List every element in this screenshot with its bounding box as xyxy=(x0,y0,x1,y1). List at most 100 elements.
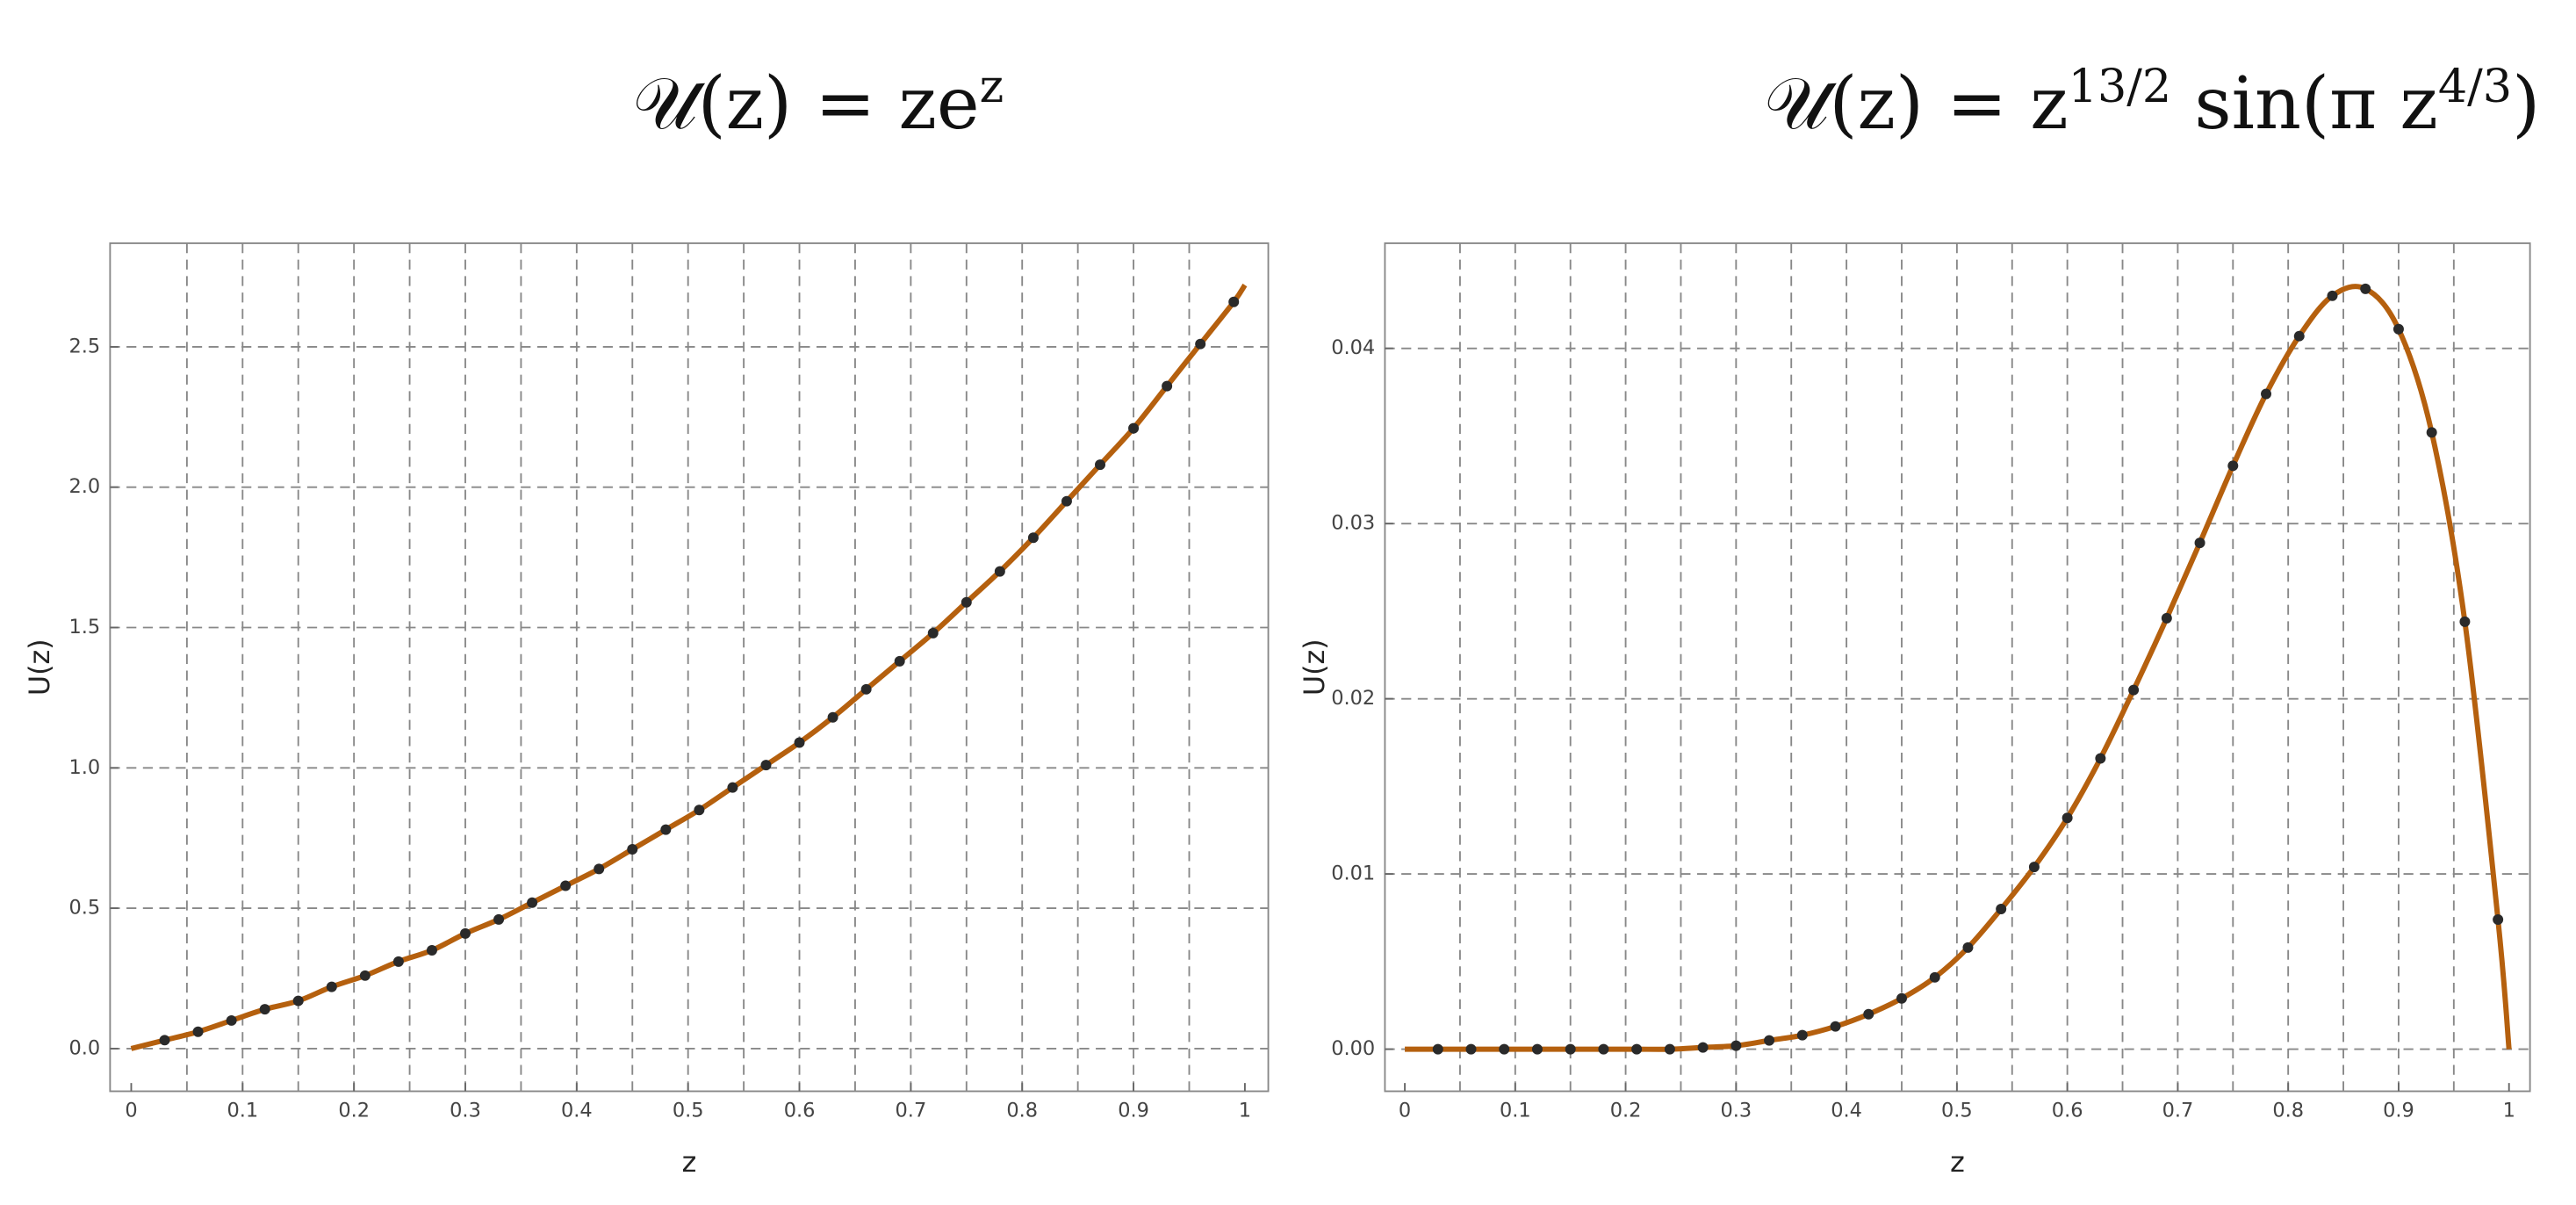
y-tick-label: 2.0 xyxy=(68,475,100,498)
data-point xyxy=(2128,684,2140,696)
data-point xyxy=(159,1035,170,1046)
data-point xyxy=(392,956,404,967)
x-tick-label: 0.1 xyxy=(227,1099,258,1122)
x-tick-label: 0.4 xyxy=(1831,1099,1862,1122)
data-point xyxy=(2459,616,2471,627)
data-point xyxy=(1531,1043,1543,1055)
data-point xyxy=(1027,532,1039,544)
data-point xyxy=(1697,1042,1709,1053)
data-point xyxy=(961,596,972,608)
data-point xyxy=(994,566,1005,577)
data-point xyxy=(527,897,538,908)
chart: 𝒰(z) = z13/2 sin(π z4/3) 0 0.1 0.2 0.3 0.4 0.5… xyxy=(1299,59,2540,1178)
data-point xyxy=(460,927,471,939)
title-text: 𝒰(z) = ze xyxy=(632,62,979,146)
title-superscript: 4/3 xyxy=(2438,59,2512,112)
data-point xyxy=(727,782,738,793)
data-point xyxy=(927,627,939,639)
x-tick-label: 0.5 xyxy=(673,1099,704,1122)
data-point xyxy=(1499,1043,1510,1055)
x-tick-label: 0.4 xyxy=(561,1099,593,1122)
x-tick-label: 0.9 xyxy=(1118,1099,1149,1122)
data-point xyxy=(259,1004,270,1015)
x-axis-label: z xyxy=(1950,1146,1965,1179)
data-point xyxy=(660,824,672,835)
y-tick-label: 1.5 xyxy=(68,616,100,639)
data-point xyxy=(1432,1043,1443,1055)
data-point xyxy=(1830,1021,1841,1032)
x-tick-label: 0 xyxy=(125,1099,137,1122)
x-tick-label: 0.5 xyxy=(1941,1099,1973,1122)
data-point xyxy=(2095,753,2106,764)
y-tick-label: 0.04 xyxy=(1331,336,1375,359)
title-text: sin(π z xyxy=(2171,62,2438,146)
data-point xyxy=(1598,1043,1609,1055)
data-point xyxy=(1061,495,1072,507)
data-point xyxy=(2426,427,2437,438)
data-point xyxy=(627,844,638,855)
y-tick-label: 0.5 xyxy=(68,897,100,920)
x-tick-label: 1 xyxy=(2503,1099,2515,1122)
x-tick-label: 0.2 xyxy=(338,1099,370,1122)
data-point xyxy=(2393,323,2404,335)
y-tick-label: 0.03 xyxy=(1331,512,1375,535)
plot-frame xyxy=(1384,242,2531,1093)
x-tick-label: 0.3 xyxy=(1720,1099,1752,1122)
x-tick-label: 0.7 xyxy=(2162,1099,2194,1122)
x-tick-label: 0.6 xyxy=(2052,1099,2083,1122)
data-point xyxy=(2161,612,2172,624)
x-axis-label: z xyxy=(682,1146,697,1179)
data-point xyxy=(192,1026,204,1037)
y-axis-label: U(z) xyxy=(24,639,56,696)
x-tick-label: 0.9 xyxy=(2383,1099,2414,1122)
data-point xyxy=(2028,862,2040,873)
data-point xyxy=(2327,290,2338,301)
y-tick-label: 0.01 xyxy=(1331,862,1375,885)
data-point xyxy=(1631,1043,1643,1055)
y-tick-label: 0.0 xyxy=(68,1036,100,1059)
y-tick-label: 1.0 xyxy=(68,756,100,779)
y-tick-label: 0.00 xyxy=(1331,1037,1375,1060)
data-point xyxy=(2227,460,2239,472)
data-point xyxy=(860,683,872,695)
data-point xyxy=(2062,812,2073,824)
x-tick-label: 0.1 xyxy=(1500,1099,1531,1122)
chart-title: 𝒰(z) = zez xyxy=(632,59,1004,146)
data-point xyxy=(2293,330,2305,342)
data-point xyxy=(1796,1029,1808,1041)
y-tick-label: 0.02 xyxy=(1331,687,1375,710)
data-point xyxy=(2360,283,2371,294)
data-point xyxy=(1664,1043,1675,1055)
title-text: ) xyxy=(2512,62,2540,146)
data-point xyxy=(694,805,705,816)
data-point xyxy=(1896,992,1907,1004)
x-tick-label: 1 xyxy=(1239,1099,1251,1122)
data-point xyxy=(1095,459,1105,471)
data-point xyxy=(359,970,371,981)
data-point xyxy=(827,711,838,723)
data-point xyxy=(894,655,905,667)
x-tick-label: 0.3 xyxy=(450,1099,481,1122)
x-tick-label: 0 xyxy=(1399,1099,1411,1122)
x-tick-label: 0.2 xyxy=(1610,1099,1642,1122)
data-point xyxy=(560,880,572,891)
data-point xyxy=(594,863,605,875)
data-point xyxy=(226,1014,237,1026)
data-point xyxy=(1764,1035,1775,1046)
data-point xyxy=(1863,1008,1874,1020)
data-point xyxy=(292,995,304,1007)
data-point xyxy=(2194,538,2205,549)
data-point xyxy=(2493,914,2504,925)
plot-frame xyxy=(109,242,1270,1093)
y-axis-label: U(z) xyxy=(1299,639,1331,696)
data-point xyxy=(760,760,772,771)
data-point xyxy=(1465,1043,1477,1055)
data-point xyxy=(426,945,437,956)
x-tick-label: 0.7 xyxy=(896,1099,927,1122)
x-tick-label: 0.8 xyxy=(1006,1099,1038,1122)
data-point xyxy=(1962,942,1974,953)
data-point xyxy=(326,981,337,992)
chart-title: 𝒰(z) = z13/2 sin(π z4/3) xyxy=(1764,59,2540,146)
